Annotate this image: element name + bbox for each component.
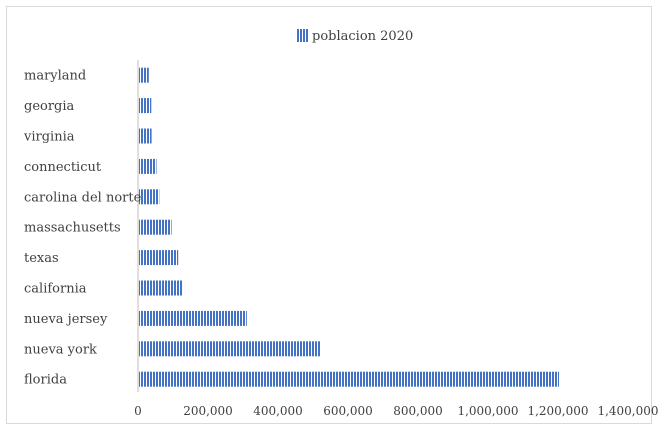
category-label: maryland bbox=[24, 69, 86, 84]
category-label: nueva jersey bbox=[24, 312, 108, 327]
x-tick-label: 1,400,000 bbox=[597, 404, 658, 418]
category-label: florida bbox=[24, 373, 67, 388]
category-label: massachusetts bbox=[24, 221, 121, 236]
x-tick-label: 200,000 bbox=[183, 404, 233, 418]
x-tick-label: 1,000,000 bbox=[457, 404, 518, 418]
category-label: carolina del norte bbox=[24, 190, 142, 205]
x-tick-label: 0 bbox=[134, 404, 142, 418]
bar-florida bbox=[139, 371, 559, 387]
legend-swatch bbox=[296, 29, 308, 42]
x-tick-label: 400,000 bbox=[253, 404, 303, 418]
bar-georgia bbox=[139, 98, 152, 114]
bar-nueva-jersey bbox=[139, 310, 247, 326]
bar-california bbox=[139, 280, 183, 296]
bar-massachusetts bbox=[139, 219, 172, 235]
category-label: texas bbox=[24, 251, 59, 266]
category-label: california bbox=[24, 282, 87, 297]
category-label: connecticut bbox=[24, 160, 102, 175]
category-label: georgia bbox=[24, 99, 75, 114]
chart-frame bbox=[6, 6, 652, 424]
category-label: virginia bbox=[23, 130, 75, 145]
bar-connecticut bbox=[139, 158, 157, 174]
bar-nueva-york bbox=[139, 341, 321, 357]
legend: poblacion 2020 bbox=[296, 29, 413, 44]
bar-maryland bbox=[139, 67, 149, 83]
category-label: nueva york bbox=[24, 342, 97, 357]
x-tick-label: 600,000 bbox=[323, 404, 373, 418]
legend-label: poblacion 2020 bbox=[312, 29, 413, 44]
x-tick-label: 1,200,000 bbox=[527, 404, 588, 418]
x-tick-label: 800,000 bbox=[393, 404, 443, 418]
bar-virginia bbox=[139, 128, 152, 144]
bar-carolina-del-norte bbox=[139, 189, 160, 205]
bar-texas bbox=[139, 250, 179, 266]
